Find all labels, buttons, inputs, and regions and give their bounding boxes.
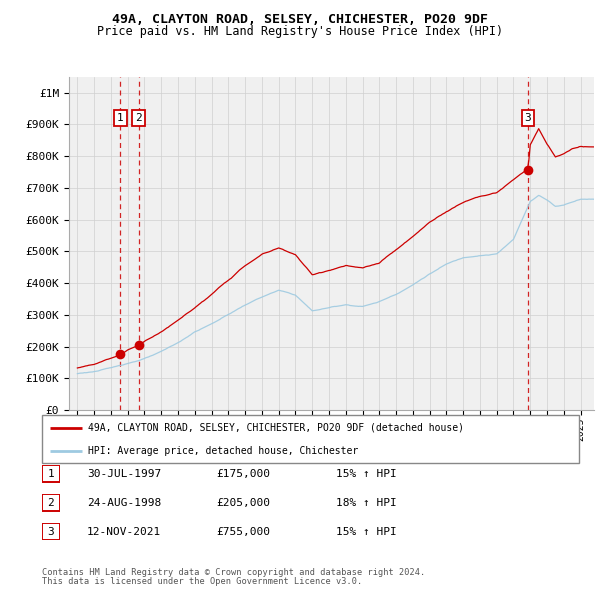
Text: 1: 1 — [47, 469, 55, 478]
Text: 3: 3 — [47, 527, 55, 536]
Text: £755,000: £755,000 — [216, 527, 270, 536]
Text: 49A, CLAYTON ROAD, SELSEY, CHICHESTER, PO20 9DF (detached house): 49A, CLAYTON ROAD, SELSEY, CHICHESTER, P… — [88, 423, 464, 433]
FancyBboxPatch shape — [43, 494, 59, 511]
Text: 15% ↑ HPI: 15% ↑ HPI — [336, 527, 397, 536]
Text: 12-NOV-2021: 12-NOV-2021 — [87, 527, 161, 536]
FancyBboxPatch shape — [43, 523, 59, 540]
Text: 49A, CLAYTON ROAD, SELSEY, CHICHESTER, PO20 9DF: 49A, CLAYTON ROAD, SELSEY, CHICHESTER, P… — [112, 13, 488, 26]
Text: 15% ↑ HPI: 15% ↑ HPI — [336, 469, 397, 478]
Text: £175,000: £175,000 — [216, 469, 270, 478]
Text: Price paid vs. HM Land Registry's House Price Index (HPI): Price paid vs. HM Land Registry's House … — [97, 25, 503, 38]
Text: 24-AUG-1998: 24-AUG-1998 — [87, 498, 161, 507]
Text: £205,000: £205,000 — [216, 498, 270, 507]
Text: 1: 1 — [117, 113, 124, 123]
Text: 2: 2 — [47, 498, 55, 507]
Text: 3: 3 — [525, 113, 532, 123]
Text: Contains HM Land Registry data © Crown copyright and database right 2024.: Contains HM Land Registry data © Crown c… — [42, 568, 425, 577]
FancyBboxPatch shape — [43, 466, 59, 482]
FancyBboxPatch shape — [42, 415, 579, 463]
Text: 30-JUL-1997: 30-JUL-1997 — [87, 469, 161, 478]
Text: HPI: Average price, detached house, Chichester: HPI: Average price, detached house, Chic… — [88, 446, 358, 456]
Text: 18% ↑ HPI: 18% ↑ HPI — [336, 498, 397, 507]
Text: 2: 2 — [135, 113, 142, 123]
Text: This data is licensed under the Open Government Licence v3.0.: This data is licensed under the Open Gov… — [42, 578, 362, 586]
